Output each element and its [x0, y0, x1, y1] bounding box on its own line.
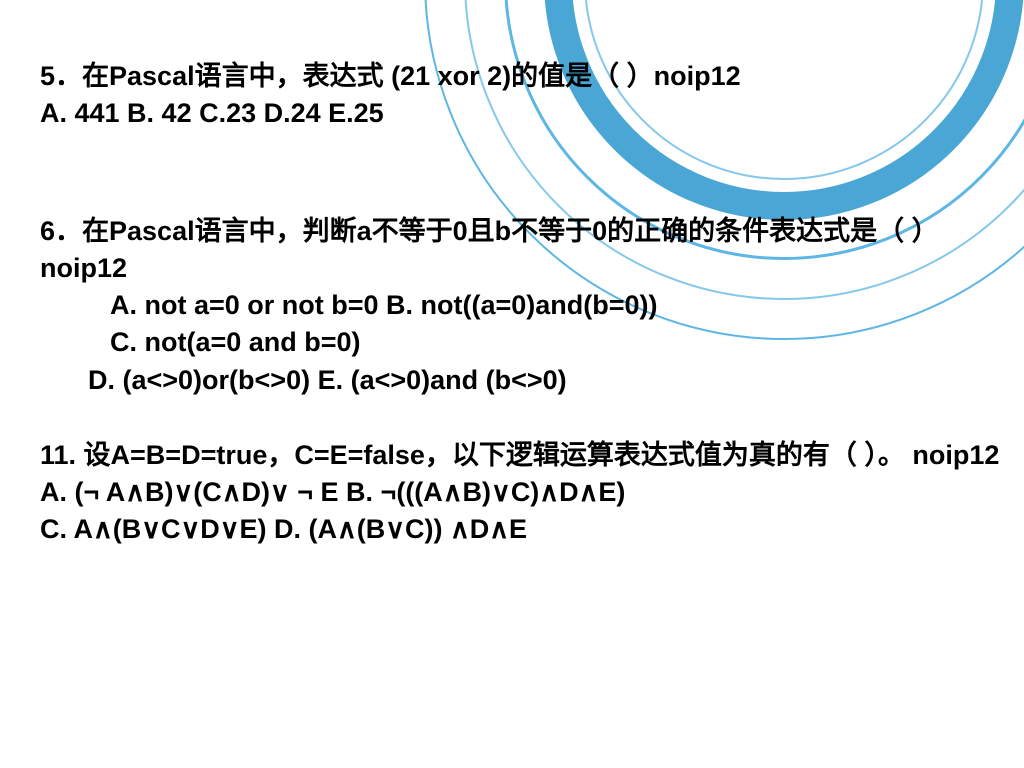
q6-text: 6．在Pascal语言中，判断a不等于0且b不等于0的正确的条件表达式是（ ） …: [40, 213, 1004, 288]
q5-text: 5．在Pascal语言中，表达式 (21 xor 2)的值是（ ）noip12: [40, 58, 1004, 95]
q5-options: A. 441 B. 42 C.23 D.24 E.25: [40, 95, 1004, 132]
q6-option-c: C. not(a=0 and b=0): [40, 324, 1004, 361]
q6-option-a-b: A. not a=0 or not b=0 B. not((a=0)and(b=…: [40, 287, 1004, 324]
q11-text: 11. 设A=B=D=true，C=E=false，以下逻辑运算表达式值为真的有…: [40, 437, 1004, 474]
q11-option-a-b: A. (¬ A∧B)∨(C∧D)∨ ¬ E B. ¬(((A∧B)∨C)∧D∧E…: [40, 474, 1004, 511]
slide-content: 5．在Pascal语言中，表达式 (21 xor 2)的值是（ ）noip12 …: [40, 58, 1004, 549]
q6-option-d-e: D. (a<>0)or(b<>0) E. (a<>0)and (b<>0): [40, 362, 1004, 399]
q11-option-c-d: C. A∧(B∨C∨D∨E) D. (A∧(B∨C)) ∧D∧E: [40, 511, 1004, 548]
